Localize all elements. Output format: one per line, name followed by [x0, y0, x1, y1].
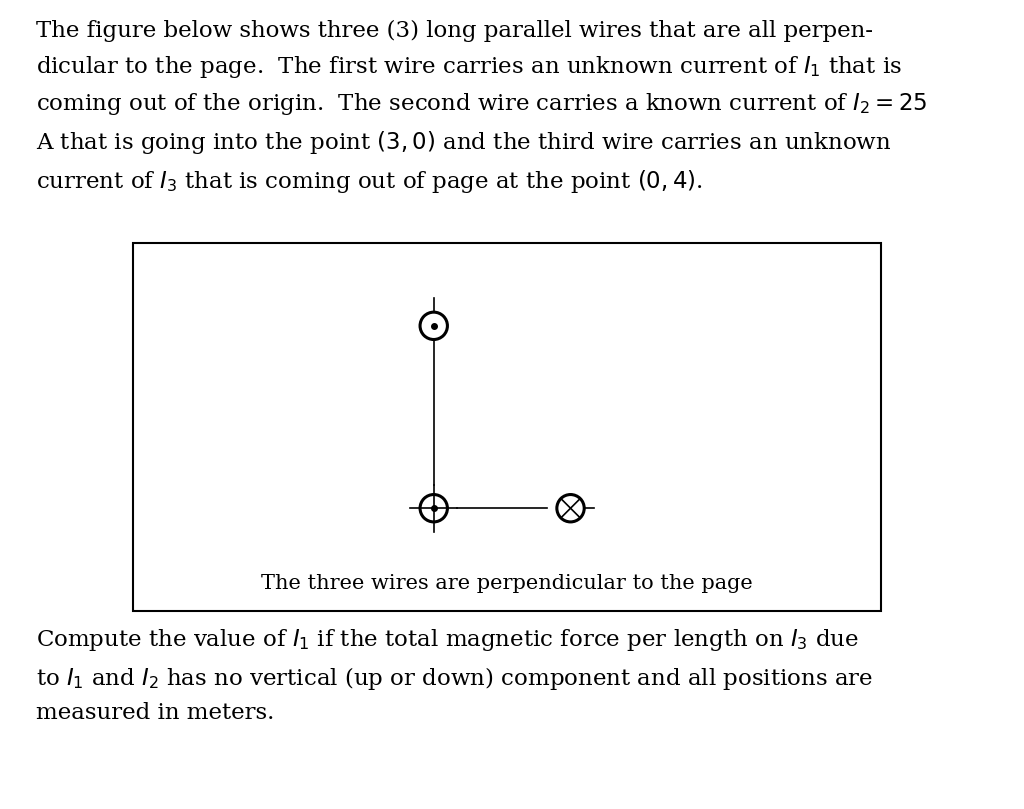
Text: Compute the value of $I_1$ if the total magnetic force per length on $I_3$ due
t: Compute the value of $I_1$ if the total … — [36, 627, 873, 724]
Text: The three wires are perpendicular to the page: The three wires are perpendicular to the… — [261, 574, 753, 593]
Text: The figure below shows three (3) long parallel wires that are all perpen-
dicula: The figure below shows three (3) long pa… — [36, 20, 928, 195]
